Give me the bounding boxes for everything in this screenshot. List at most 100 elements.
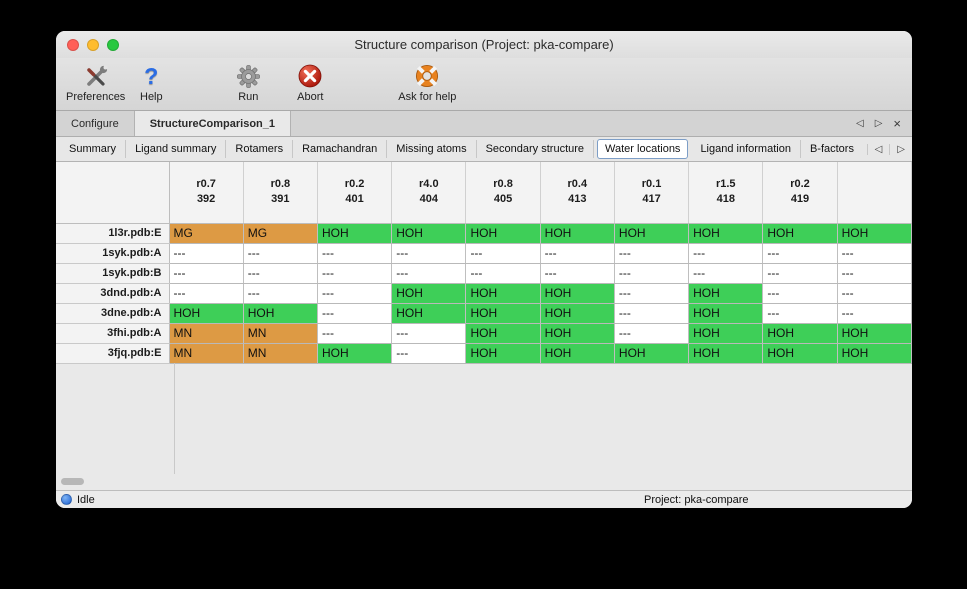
row-header[interactable]: 3dne.pdb:A xyxy=(56,303,170,324)
table-cell[interactable]: --- xyxy=(762,283,838,304)
table-cell[interactable]: --- xyxy=(317,303,393,324)
table-cell[interactable]: HOH xyxy=(317,223,393,244)
column-header[interactable]: r1.5 418 xyxy=(688,162,764,224)
column-header[interactable]: r0.4 413 xyxy=(540,162,615,224)
table-cell[interactable]: --- xyxy=(169,283,244,304)
scrollbar-thumb[interactable] xyxy=(61,478,84,485)
table-cell[interactable]: --- xyxy=(614,243,690,264)
table-cell[interactable]: --- xyxy=(391,343,467,364)
table-cell[interactable]: HOH xyxy=(614,343,690,364)
table-cell[interactable]: HOH xyxy=(391,283,467,304)
column-header[interactable]: r0.8 405 xyxy=(465,162,541,224)
table-cell[interactable]: HOH xyxy=(317,343,393,364)
table-cell[interactable]: --- xyxy=(837,263,912,284)
column-header[interactable]: r4.0 404 xyxy=(391,162,467,224)
tab-structurecomparison-1[interactable]: StructureComparison_1 xyxy=(134,111,292,136)
table-cell[interactable]: MN xyxy=(169,343,244,364)
tab-ligand-summary[interactable]: Ligand summary xyxy=(126,140,227,158)
table-cell[interactable]: --- xyxy=(614,303,690,324)
tab-ramachandran[interactable]: Ramachandran xyxy=(293,140,388,158)
column-header[interactable]: r0.2 419 xyxy=(762,162,838,224)
table-cell[interactable]: --- xyxy=(465,243,541,264)
table-cell[interactable]: HOH xyxy=(837,223,912,244)
tab-b-factors[interactable]: B-factors xyxy=(809,143,854,155)
table-cell[interactable]: --- xyxy=(317,283,393,304)
preferences-button[interactable]: Preferences xyxy=(66,62,125,103)
table-cell[interactable]: HOH xyxy=(465,223,541,244)
table-cell[interactable]: HOH xyxy=(465,323,541,344)
table-cell[interactable]: HOH xyxy=(540,343,615,364)
tab-ligand-information[interactable]: Ligand information xyxy=(691,140,801,158)
table-cell[interactable]: --- xyxy=(837,283,912,304)
table-cell[interactable]: HOH xyxy=(762,343,838,364)
table-cell[interactable]: --- xyxy=(317,263,393,284)
zoom-button[interactable] xyxy=(107,39,119,51)
tab-secondary-structure[interactable]: Secondary structure xyxy=(477,140,595,158)
table-cell[interactable]: HOH xyxy=(614,223,690,244)
table-cell[interactable]: HOH xyxy=(688,323,764,344)
tab-rotamers[interactable]: Rotamers xyxy=(226,140,294,158)
table-cell[interactable]: HOH xyxy=(540,323,615,344)
tab-configure[interactable]: Configure xyxy=(56,111,135,136)
table-cell[interactable]: HOH xyxy=(688,343,764,364)
table-cell[interactable]: MN xyxy=(243,323,318,344)
table-cell[interactable]: HOH xyxy=(243,303,318,324)
table-cell[interactable]: --- xyxy=(762,303,838,324)
table-cell[interactable]: HOH xyxy=(837,323,912,344)
column-header[interactable]: r0.8 391 xyxy=(243,162,318,224)
table-cell[interactable]: --- xyxy=(837,303,912,324)
table-cell[interactable]: --- xyxy=(391,243,467,264)
table-cell[interactable]: HOH xyxy=(837,343,912,364)
close-button[interactable] xyxy=(67,39,79,51)
column-header[interactable]: r0.7 392 xyxy=(169,162,244,224)
table-cell[interactable]: HOH xyxy=(540,303,615,324)
subtab-next-icon[interactable]: ▷ xyxy=(889,143,912,155)
table-cell[interactable]: --- xyxy=(540,263,615,284)
table-cell[interactable]: HOH xyxy=(391,303,467,324)
table-cell[interactable]: --- xyxy=(391,263,467,284)
tab-water-locations[interactable]: Water locations xyxy=(597,139,689,159)
horizontal-scrollbar[interactable] xyxy=(56,474,912,490)
table-cell[interactable]: --- xyxy=(540,243,615,264)
column-header[interactable] xyxy=(837,162,912,224)
tab-missing-atoms[interactable]: Missing atoms xyxy=(387,140,477,158)
row-header[interactable]: 3fjq.pdb:E xyxy=(56,343,170,364)
minimize-button[interactable] xyxy=(87,39,99,51)
table-cell[interactable]: --- xyxy=(837,243,912,264)
column-header[interactable]: r0.2 401 xyxy=(317,162,393,224)
table-cell[interactable]: MN xyxy=(169,323,244,344)
table-cell[interactable]: --- xyxy=(465,263,541,284)
table-cell[interactable]: --- xyxy=(317,323,393,344)
table-cell[interactable]: HOH xyxy=(465,283,541,304)
table-cell[interactable]: --- xyxy=(243,283,318,304)
table-cell[interactable]: --- xyxy=(614,283,690,304)
table-cell[interactable]: --- xyxy=(614,323,690,344)
table-cell[interactable]: --- xyxy=(762,243,838,264)
table-cell[interactable]: --- xyxy=(614,263,690,284)
table-cell[interactable]: --- xyxy=(688,243,764,264)
table-cell[interactable]: --- xyxy=(243,263,318,284)
table-cell[interactable]: HOH xyxy=(762,223,838,244)
column-header[interactable]: r0.1 417 xyxy=(614,162,690,224)
table-cell[interactable]: --- xyxy=(762,263,838,284)
table-cell[interactable]: HOH xyxy=(688,303,764,324)
table-cell[interactable]: HOH xyxy=(540,223,615,244)
table-cell[interactable]: HOH xyxy=(762,323,838,344)
table-cell[interactable]: HOH xyxy=(169,303,244,324)
row-header[interactable]: 1l3r.pdb:E xyxy=(56,223,170,244)
table-cell[interactable]: MN xyxy=(243,343,318,364)
table-cell[interactable]: --- xyxy=(243,243,318,264)
table-cell[interactable]: HOH xyxy=(688,223,764,244)
table-cell[interactable]: MG xyxy=(169,223,244,244)
abort-button[interactable]: Abort xyxy=(281,62,339,103)
table-cell[interactable]: --- xyxy=(317,243,393,264)
table-cell[interactable]: --- xyxy=(169,243,244,264)
subtab-prev-icon[interactable]: ◁ xyxy=(866,143,890,155)
table-cell[interactable]: HOH xyxy=(465,303,541,324)
table-cell[interactable]: HOH xyxy=(540,283,615,304)
run-button[interactable]: Run xyxy=(219,62,277,103)
ask-for-help-button[interactable]: Ask for help xyxy=(389,62,465,103)
row-header[interactable]: 1syk.pdb:A xyxy=(56,243,170,264)
row-header[interactable]: 3dnd.pdb:A xyxy=(56,283,170,304)
tab-close-icon[interactable]: × xyxy=(893,116,901,131)
